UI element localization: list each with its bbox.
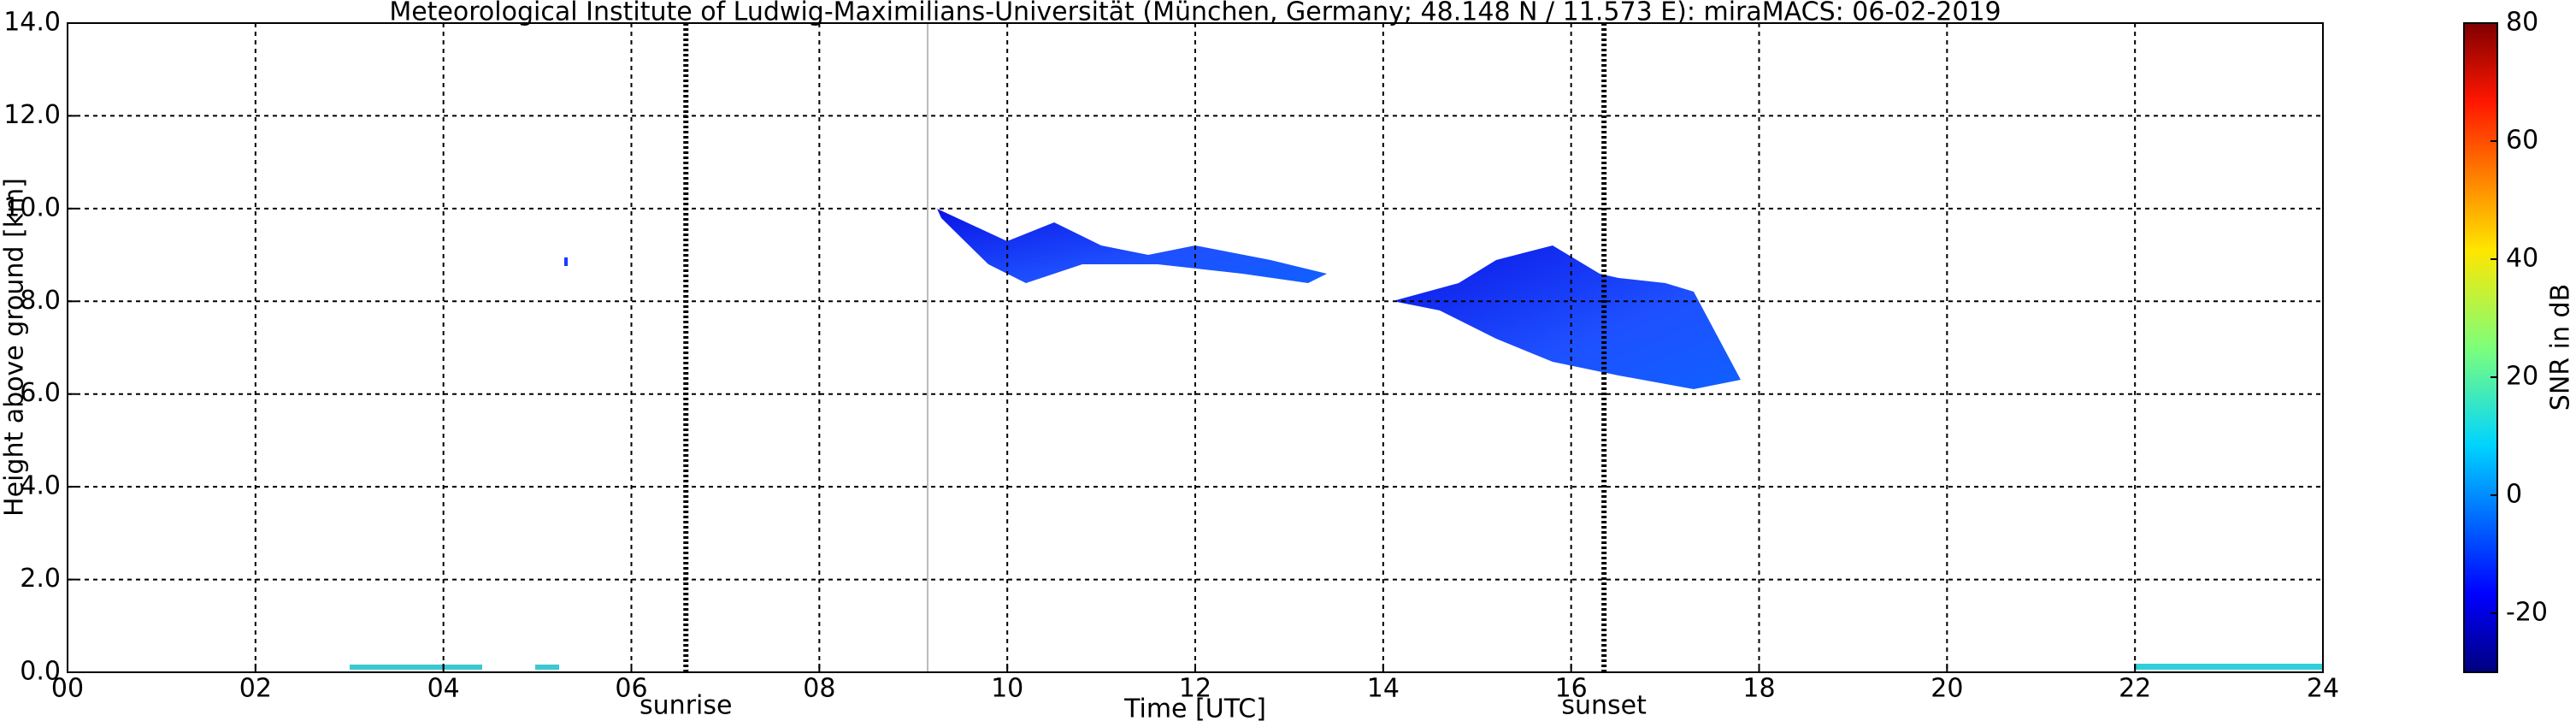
colorbar-tick-label: -20 — [2506, 598, 2548, 628]
surface-echo — [2135, 664, 2323, 670]
surface-echo — [350, 665, 482, 670]
echo-speck — [564, 257, 568, 266]
y-tick-label: 10.0 — [3, 192, 61, 222]
colorbar-label: SNR in dB — [2546, 284, 2576, 411]
x-tick-label: 02 — [239, 674, 272, 704]
y-tick-label: 4.0 — [20, 471, 61, 501]
radar-echoes — [350, 23, 2323, 672]
x-tick-label: 18 — [1742, 674, 1775, 704]
annotation-label: sunset — [1561, 691, 1647, 721]
annotation-label: sunrise — [640, 691, 732, 721]
y-tick-label: 0.0 — [20, 657, 61, 687]
x-tick-label: 12 — [1179, 674, 1211, 704]
y-tick-label: 12.0 — [3, 100, 61, 130]
y-tick-label: 8.0 — [20, 286, 61, 316]
y-tick-label: 14.0 — [3, 8, 61, 38]
x-tick-label: 16 — [1555, 674, 1588, 704]
colorbar — [2463, 22, 2498, 673]
x-tick-label: 14 — [1367, 674, 1400, 704]
x-tick-label: 08 — [803, 674, 835, 704]
x-tick-label: 00 — [51, 674, 84, 704]
x-tick-label: 22 — [2119, 674, 2151, 704]
y-tick-label: 2.0 — [20, 564, 61, 594]
colorbar-tick-label: 60 — [2506, 126, 2538, 156]
x-tick-label: 24 — [2307, 674, 2339, 704]
colorbar-tick-label: 20 — [2506, 362, 2538, 392]
y-axis-label: Height above ground [km] — [0, 178, 30, 517]
x-axis-label: Time [UTC] — [1123, 694, 1266, 724]
x-tick-label: 06 — [615, 674, 647, 704]
colorbar-tick-label: 0 — [2506, 480, 2522, 510]
colorbar-tick-label: 40 — [2506, 244, 2538, 274]
colorbar-tick-label: 80 — [2506, 8, 2538, 38]
surface-echo — [535, 665, 559, 670]
y-tick-label: 6.0 — [20, 378, 61, 408]
plot-frame — [67, 22, 2324, 673]
cloud-echo — [937, 209, 1327, 283]
x-tick-label: 04 — [427, 674, 460, 704]
x-tick-label: 20 — [1931, 674, 1963, 704]
cloud-echo — [1393, 245, 1741, 389]
x-tick-label: 10 — [991, 674, 1023, 704]
